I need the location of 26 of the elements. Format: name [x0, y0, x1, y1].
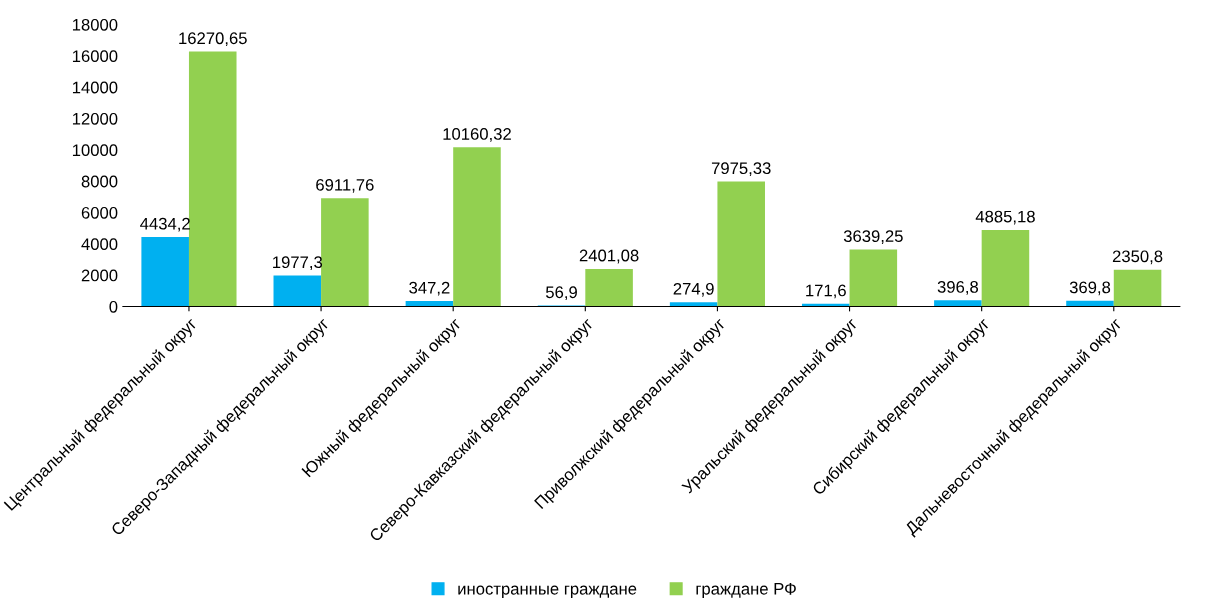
- data-label: 2401,08: [579, 249, 639, 264]
- data-label: 347,2: [409, 281, 450, 296]
- data-label: 274,9: [673, 282, 714, 297]
- data-label: 56,9: [545, 286, 577, 301]
- y-tick-label: 6000: [81, 206, 118, 219]
- legend-label: иностранные граждане: [458, 585, 637, 598]
- data-label: 369,8: [1069, 281, 1111, 296]
- data-label: 4885,18: [975, 210, 1035, 225]
- data-label: 16270,65: [179, 32, 247, 47]
- data-label: 10160,32: [443, 128, 511, 142]
- y-tick-label: 18000: [72, 18, 118, 31]
- y-tick-label: 4000: [81, 238, 118, 251]
- y-tick-label: 2000: [81, 269, 118, 282]
- y-tick-label: 16000: [72, 50, 118, 63]
- y-tick-label: 10000: [72, 144, 118, 157]
- y-tick-label: 12000: [72, 112, 118, 125]
- data-label: 7975,33: [711, 162, 771, 177]
- legend-label: граждане РФ: [696, 582, 796, 598]
- data-label: 3639,25: [843, 230, 903, 244]
- data-label: 396,8: [937, 281, 979, 295]
- y-tick-label: 14000: [72, 81, 118, 94]
- data-label: 171,6: [806, 284, 846, 299]
- y-tick-label: 8000: [81, 175, 118, 188]
- data-label: 2350,8: [1112, 250, 1163, 265]
- data-label: 6911,76: [316, 178, 374, 193]
- y-tick-label: 0: [109, 300, 118, 313]
